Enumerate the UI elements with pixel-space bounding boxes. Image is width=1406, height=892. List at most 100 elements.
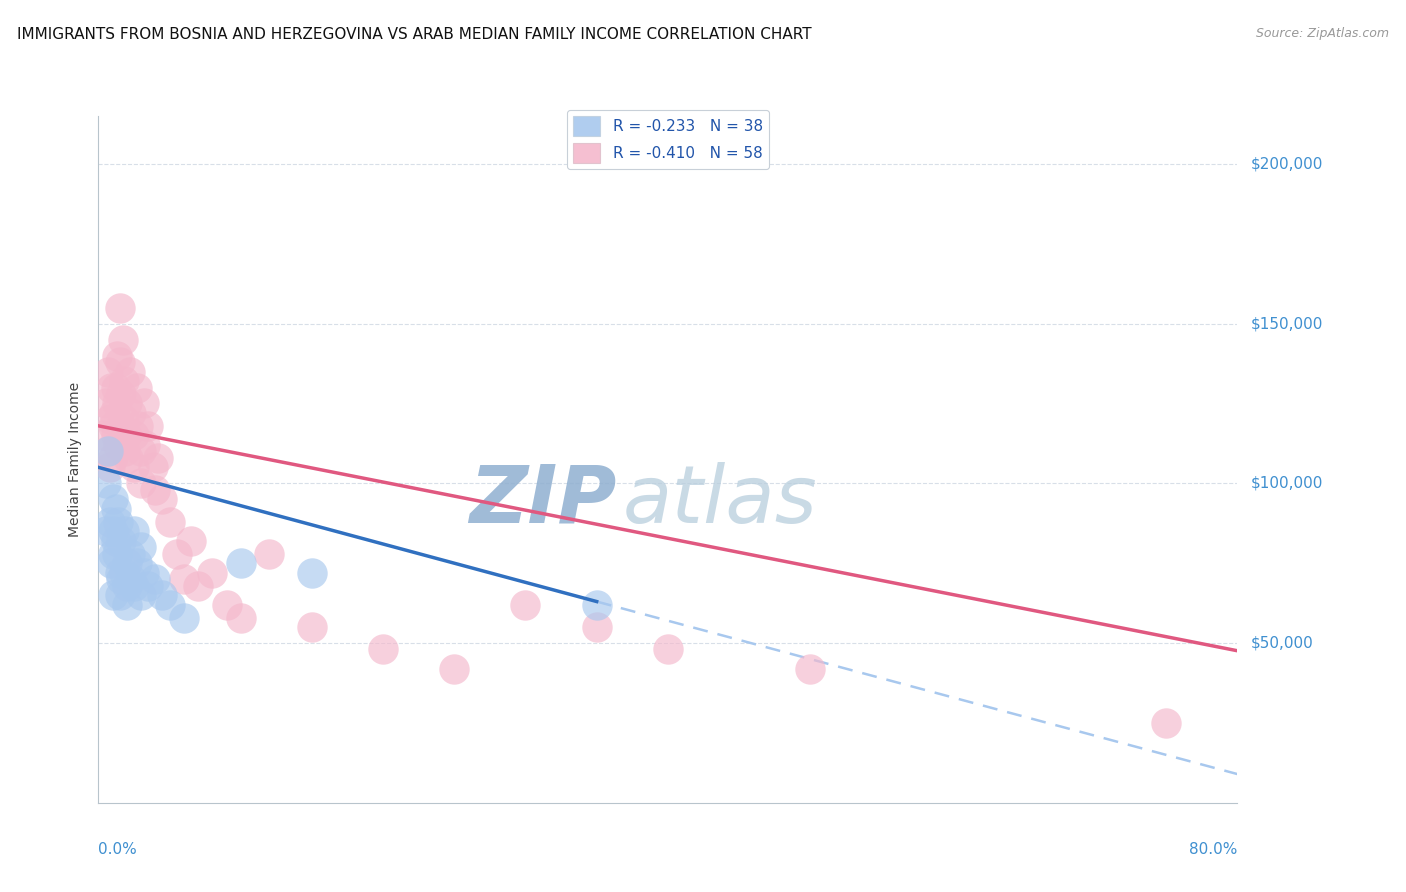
- Point: [110, 533, 132, 548]
- Point: [159, 515, 181, 529]
- Point: [104, 380, 127, 394]
- Point: [120, 406, 142, 420]
- Text: $200,000: $200,000: [1251, 156, 1323, 171]
- Point: [166, 547, 188, 561]
- Point: [127, 418, 149, 433]
- Point: [112, 566, 135, 580]
- Text: $150,000: $150,000: [1251, 316, 1323, 331]
- Point: [120, 572, 142, 586]
- Point: [229, 610, 252, 624]
- Point: [101, 418, 124, 433]
- Point: [107, 515, 129, 529]
- Text: atlas: atlas: [623, 461, 817, 540]
- Point: [104, 502, 127, 516]
- Point: [134, 438, 156, 452]
- Point: [101, 547, 124, 561]
- Point: [515, 598, 537, 612]
- Point: [152, 492, 174, 507]
- Point: [122, 524, 145, 539]
- Point: [132, 396, 155, 410]
- Point: [115, 428, 138, 442]
- Point: [657, 642, 679, 657]
- Point: [96, 444, 118, 458]
- Point: [145, 572, 167, 586]
- Point: [129, 540, 152, 554]
- Text: $50,000: $50,000: [1251, 636, 1315, 650]
- Point: [103, 406, 125, 420]
- Point: [104, 428, 127, 442]
- Point: [136, 578, 159, 592]
- Point: [108, 301, 131, 315]
- Point: [105, 396, 128, 410]
- Point: [108, 588, 131, 602]
- Point: [97, 444, 120, 458]
- Text: 0.0%: 0.0%: [98, 842, 138, 856]
- Point: [125, 380, 148, 394]
- Y-axis label: Median Family Income: Median Family Income: [69, 382, 83, 537]
- Point: [141, 460, 163, 475]
- Point: [187, 578, 209, 592]
- Point: [107, 438, 129, 452]
- Point: [118, 547, 141, 561]
- Point: [101, 588, 124, 602]
- Point: [110, 572, 132, 586]
- Point: [125, 556, 148, 570]
- Point: [118, 365, 141, 379]
- Point: [108, 566, 131, 580]
- Point: [201, 566, 224, 580]
- Point: [115, 396, 138, 410]
- Point: [1154, 715, 1177, 730]
- Point: [173, 610, 195, 624]
- Point: [110, 418, 132, 433]
- Point: [97, 365, 120, 379]
- Point: [111, 333, 134, 347]
- Point: [301, 566, 323, 580]
- Legend: R = -0.233   N = 38, R = -0.410   N = 58: R = -0.233 N = 38, R = -0.410 N = 58: [567, 110, 769, 169]
- Point: [443, 662, 465, 676]
- Point: [98, 460, 121, 475]
- Point: [152, 588, 174, 602]
- Point: [98, 515, 121, 529]
- Point: [112, 412, 135, 426]
- Point: [585, 598, 607, 612]
- Point: [229, 556, 252, 570]
- Point: [110, 387, 132, 401]
- Text: 80.0%: 80.0%: [1189, 842, 1237, 856]
- Point: [94, 396, 117, 410]
- Text: $100,000: $100,000: [1251, 475, 1323, 491]
- Point: [122, 578, 145, 592]
- Point: [117, 450, 139, 465]
- Point: [159, 598, 181, 612]
- Point: [173, 572, 195, 586]
- Point: [145, 483, 167, 497]
- Point: [122, 460, 145, 475]
- Text: IMMIGRANTS FROM BOSNIA AND HERZEGOVINA VS ARAB MEDIAN FAMILY INCOME CORRELATION : IMMIGRANTS FROM BOSNIA AND HERZEGOVINA V…: [17, 27, 811, 42]
- Point: [94, 524, 117, 539]
- Point: [585, 620, 607, 634]
- Point: [114, 444, 136, 458]
- Point: [373, 642, 395, 657]
- Point: [129, 444, 152, 458]
- Point: [136, 418, 159, 433]
- Point: [94, 476, 117, 491]
- Point: [301, 620, 323, 634]
- Point: [100, 380, 122, 394]
- Point: [148, 450, 170, 465]
- Point: [115, 556, 138, 570]
- Point: [105, 547, 128, 561]
- Point: [112, 374, 135, 388]
- Point: [115, 598, 138, 612]
- Point: [129, 476, 152, 491]
- Point: [132, 566, 155, 580]
- Point: [100, 556, 122, 570]
- Point: [180, 533, 202, 548]
- Point: [112, 524, 135, 539]
- Point: [215, 598, 238, 612]
- Point: [799, 662, 821, 676]
- Point: [101, 450, 124, 465]
- Point: [104, 533, 127, 548]
- Point: [122, 428, 145, 442]
- Point: [129, 588, 152, 602]
- Point: [259, 547, 281, 561]
- Point: [108, 355, 131, 369]
